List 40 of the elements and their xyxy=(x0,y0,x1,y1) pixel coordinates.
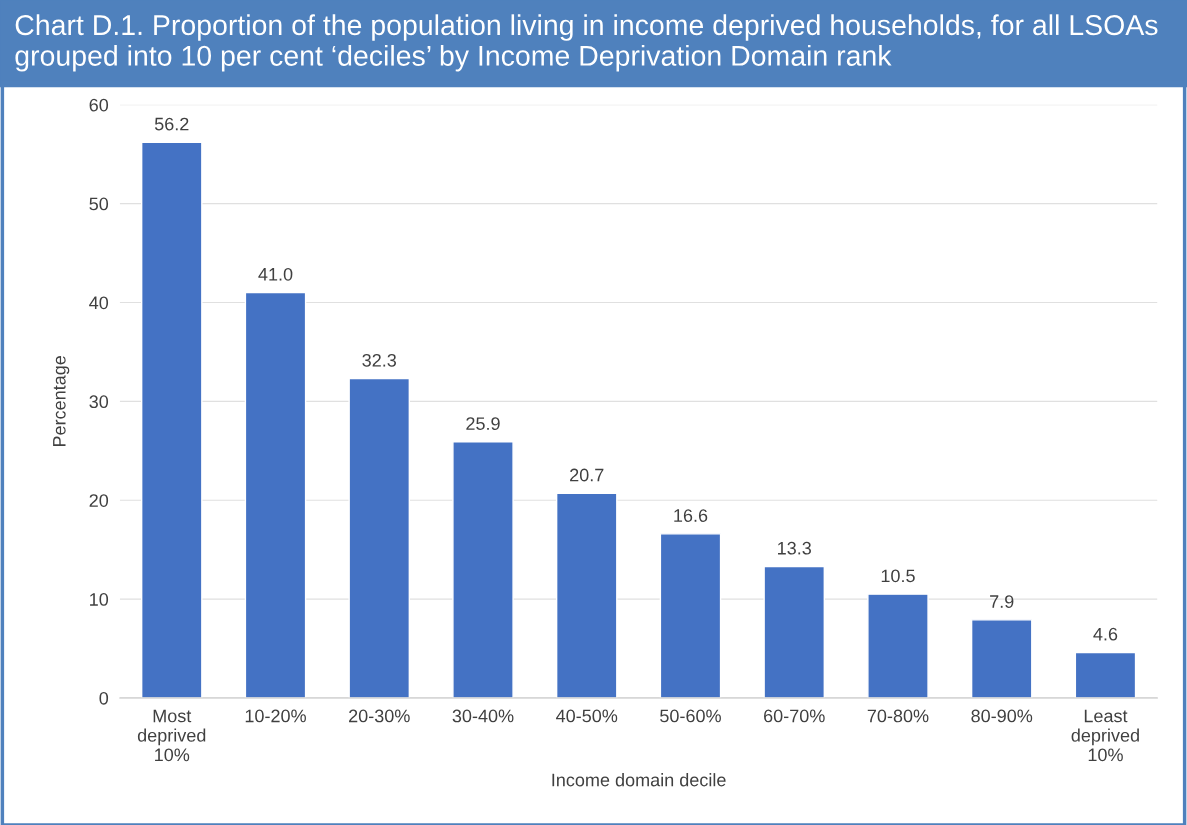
data-label: 32.3 xyxy=(362,353,397,367)
chart-title: Chart D.1. Proportion of the population living in income deprived households, for all LSOAs grouped into 10 per cent ‘deciles’ by Income Deprivation Domain rank xyxy=(15,14,1158,72)
data-label: 16.6 xyxy=(674,509,708,522)
data-label: 13.3 xyxy=(778,541,811,555)
y-tick-label: 30 xyxy=(89,395,109,409)
x-tick-label: 80-90% xyxy=(971,709,1033,723)
y-tick-label: 20 xyxy=(89,494,109,507)
x-tick-label: Most deprived 10% xyxy=(137,709,206,762)
y-axis-title: Percentage xyxy=(53,355,70,447)
y-tick-label: 40 xyxy=(89,296,109,310)
x-tick-label: 30-40% xyxy=(452,709,514,723)
data-label: 25.9 xyxy=(466,417,500,430)
bar xyxy=(555,492,618,698)
y-tick-label: 60 xyxy=(89,98,109,112)
data-label: 7.9 xyxy=(990,595,1014,608)
data-label: 41.0 xyxy=(258,267,293,281)
x-tick-label: 20-30% xyxy=(349,709,410,723)
bar xyxy=(659,533,722,698)
bar xyxy=(244,291,307,698)
x-tick-label: 60-70% xyxy=(764,709,825,723)
y-tick-label: 50 xyxy=(89,197,109,211)
y-tick-label: 0 xyxy=(99,691,109,705)
bar xyxy=(1074,651,1137,698)
bar xyxy=(970,619,1033,698)
data-label: 4.6 xyxy=(1093,627,1118,641)
bar xyxy=(452,441,514,698)
x-tick-label: 50-60% xyxy=(660,709,721,723)
data-label: 56.2 xyxy=(154,117,189,131)
bar xyxy=(348,377,411,698)
data-label: 20.7 xyxy=(570,468,604,482)
x-tick-label: 40-50% xyxy=(556,709,618,723)
data-label: 10.5 xyxy=(881,569,915,583)
x-tick-label: 70-80% xyxy=(867,709,929,723)
x-axis-title: Income domain decile xyxy=(552,773,726,787)
y-tick-label: 10 xyxy=(90,593,109,606)
bar xyxy=(763,565,826,698)
bar xyxy=(140,141,203,698)
x-tick-label: 10-20% xyxy=(245,709,306,723)
x-tick-label: Least deprived 10% xyxy=(1071,709,1139,762)
bar xyxy=(867,593,929,698)
